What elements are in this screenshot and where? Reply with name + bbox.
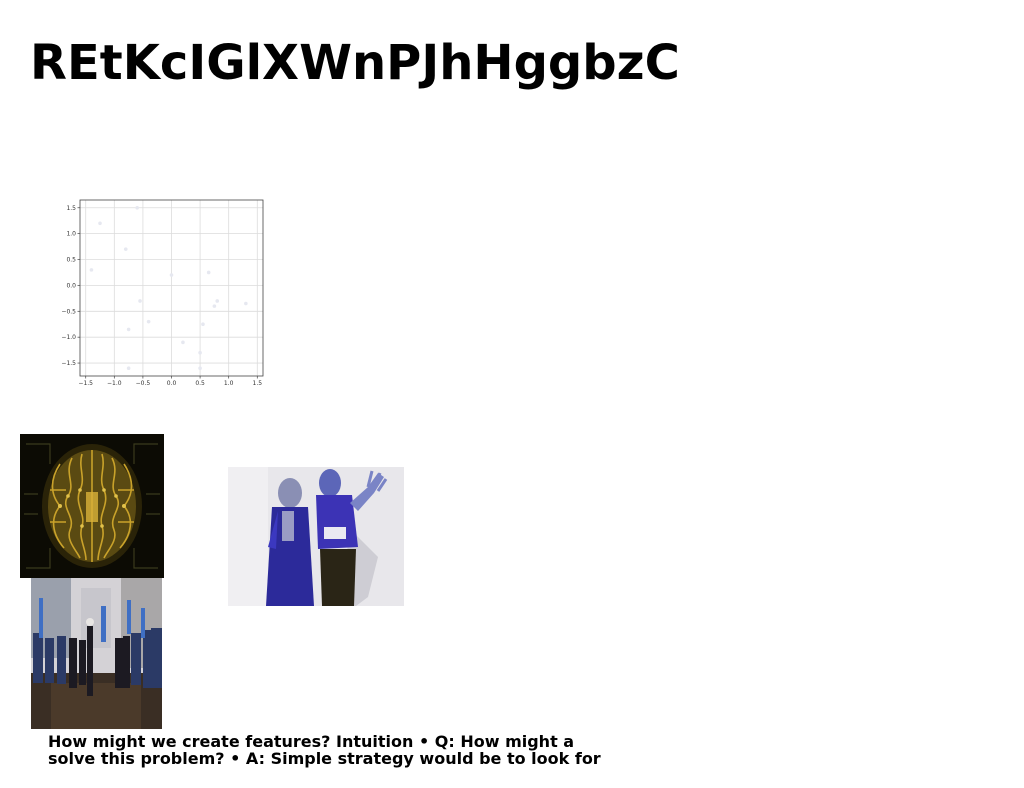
x-tick-label: 0.0 bbox=[167, 380, 177, 387]
scatter-point bbox=[123, 247, 128, 251]
scatter-point bbox=[206, 270, 211, 275]
circuit-brain-image bbox=[20, 434, 164, 578]
x-tick-label: 0.5 bbox=[195, 380, 205, 387]
caption-line-1: How might we create features? Intuition … bbox=[48, 732, 575, 751]
x-tick-label: 1.5 bbox=[253, 380, 263, 387]
two-dancers-image bbox=[228, 467, 404, 606]
x-tick-label: −0.5 bbox=[136, 380, 151, 387]
scatter-point bbox=[181, 340, 185, 345]
y-tick-label: −1.5 bbox=[62, 360, 76, 367]
y-tick-label: −1.0 bbox=[62, 334, 76, 341]
street-parade-image bbox=[31, 578, 162, 729]
scatter-point bbox=[169, 273, 174, 277]
scatter-point bbox=[244, 301, 248, 306]
scatter-chart: −1.5 −1.0 −0.5 0.0 0.5 1.0 1.5 1.5 1.0 0.5 0.0 −0.5… bbox=[62, 196, 268, 392]
scatter-point bbox=[135, 205, 139, 210]
scatter-point bbox=[138, 299, 142, 303]
scatter-point bbox=[198, 366, 202, 371]
scatter-point bbox=[126, 327, 131, 332]
y-tick-label: 0.0 bbox=[66, 282, 76, 289]
x-tick-label: −1.5 bbox=[78, 380, 93, 387]
page-title: REtKcIGlXWnPJhHggbzC bbox=[30, 35, 680, 91]
x-tick-label: −1.0 bbox=[107, 380, 122, 387]
x-tick-label: 1.0 bbox=[224, 380, 234, 387]
scatter-point bbox=[198, 350, 202, 355]
y-tick-label: 1.5 bbox=[66, 205, 76, 212]
y-tick-label: 0.5 bbox=[66, 257, 76, 264]
caption-line-2: solve this problem? • A: Simple strategy… bbox=[48, 749, 601, 768]
scatter-point bbox=[215, 299, 220, 303]
scatter-point bbox=[201, 322, 205, 327]
y-tick-label: 1.0 bbox=[66, 231, 76, 238]
scatter-point bbox=[98, 221, 102, 226]
scatter-point bbox=[212, 304, 217, 308]
scatter-point bbox=[126, 366, 131, 371]
caption-text: How might we create features? Intuition … bbox=[48, 733, 608, 767]
scatter-point bbox=[146, 319, 151, 324]
scatter-point bbox=[89, 268, 94, 272]
scatter-chart-svg: −1.5 −1.0 −0.5 0.0 0.5 1.0 1.5 1.5 1.0 0.5 0.0 −0.5… bbox=[62, 199, 264, 387]
y-tick-label: −0.5 bbox=[62, 308, 76, 315]
